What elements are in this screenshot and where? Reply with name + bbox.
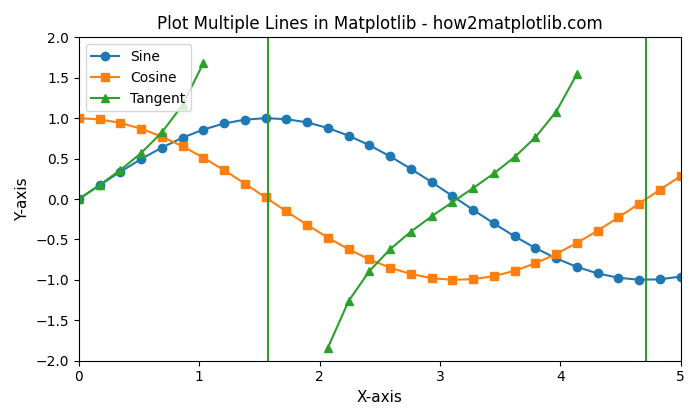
Cosine <box>178 144 187 149</box>
Sine <box>303 120 312 125</box>
Cosine <box>490 273 498 278</box>
Tangent <box>178 102 187 107</box>
Tangent <box>95 182 104 187</box>
Sine <box>676 274 685 279</box>
Sine <box>469 207 477 213</box>
Sine <box>573 264 581 269</box>
Sine <box>365 143 374 148</box>
Sine <box>282 117 290 122</box>
Cosine <box>510 268 519 273</box>
Sine <box>261 116 270 121</box>
Line: Tangent: Tangent <box>75 59 581 352</box>
Cosine <box>552 252 560 257</box>
Cosine <box>531 261 540 266</box>
Cosine <box>469 277 477 282</box>
Cosine <box>282 209 290 214</box>
Cosine <box>261 195 270 200</box>
Sine <box>635 277 643 282</box>
Cosine <box>656 187 664 192</box>
Tangent <box>158 130 166 135</box>
Cosine <box>428 276 436 281</box>
Cosine <box>573 240 581 245</box>
Cosine <box>614 215 622 220</box>
Tangent <box>510 155 519 160</box>
Tangent <box>531 135 540 140</box>
Cosine <box>594 228 602 233</box>
Cosine <box>75 116 83 121</box>
Sine <box>490 221 498 226</box>
Sine <box>158 145 166 150</box>
Cosine <box>365 257 374 262</box>
X-axis label: X-axis: X-axis <box>357 390 402 405</box>
Tangent <box>490 171 498 176</box>
Cosine <box>386 265 394 270</box>
Cosine <box>158 134 166 139</box>
Tangent <box>552 109 560 114</box>
Sine <box>407 166 415 171</box>
Cosine <box>116 121 125 126</box>
Tangent <box>365 268 374 273</box>
Sine <box>116 169 125 174</box>
Legend: Sine, Cosine, Tangent: Sine, Cosine, Tangent <box>86 44 191 111</box>
Tangent <box>344 299 353 304</box>
Sine <box>75 197 83 202</box>
Sine <box>531 246 540 251</box>
Tangent <box>428 214 436 219</box>
Cosine <box>95 117 104 122</box>
Cosine <box>199 155 208 160</box>
Cosine <box>407 271 415 276</box>
Cosine <box>137 126 146 131</box>
Sine <box>95 183 104 188</box>
Sine <box>510 234 519 239</box>
Cosine <box>635 201 643 206</box>
Line: Sine: Sine <box>75 114 685 284</box>
Sine <box>386 154 394 159</box>
Sine <box>448 194 456 199</box>
Tangent <box>137 150 146 155</box>
Sine <box>323 126 332 131</box>
Cosine <box>676 173 685 178</box>
Tangent <box>116 168 125 173</box>
Tangent <box>199 60 208 66</box>
Sine <box>178 135 187 140</box>
Cosine <box>323 235 332 240</box>
Cosine <box>344 247 353 252</box>
Sine <box>137 157 146 162</box>
Y-axis label: Y-axis: Y-axis <box>15 177 30 221</box>
Tangent <box>469 186 477 191</box>
Sine <box>428 180 436 185</box>
Sine <box>594 271 602 276</box>
Tangent <box>75 197 83 202</box>
Cosine <box>448 277 456 282</box>
Sine <box>552 256 560 261</box>
Sine <box>344 133 353 138</box>
Tangent <box>448 200 456 205</box>
Tangent <box>323 345 332 350</box>
Sine <box>220 121 228 126</box>
Cosine <box>241 181 249 186</box>
Title: Plot Multiple Lines in Matplotlib - how2matplotlib.com: Plot Multiple Lines in Matplotlib - how2… <box>157 15 603 33</box>
Sine <box>614 275 622 280</box>
Sine <box>199 127 208 132</box>
Tangent <box>386 247 394 252</box>
Tangent <box>407 229 415 234</box>
Sine <box>656 277 664 282</box>
Cosine <box>220 168 228 173</box>
Line: Cosine: Cosine <box>75 114 685 284</box>
Sine <box>241 117 249 122</box>
Cosine <box>303 222 312 227</box>
Tangent <box>573 71 581 76</box>
